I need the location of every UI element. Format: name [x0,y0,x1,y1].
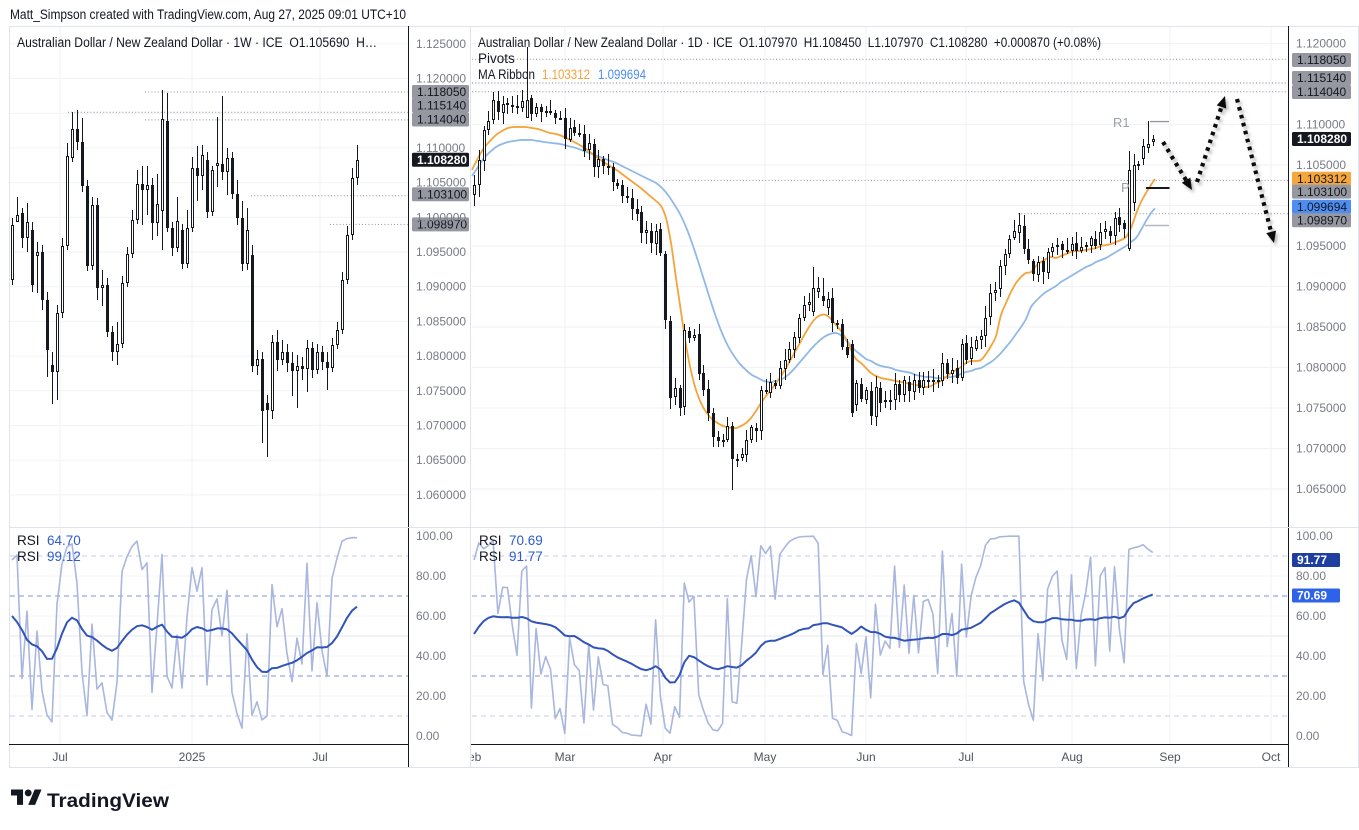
svg-text:Jun: Jun [856,750,875,764]
svg-text:40.00: 40.00 [1296,649,1326,663]
svg-text:1.090000: 1.090000 [1296,280,1346,294]
svg-text:May: May [754,750,777,764]
svg-text:1.100000: 1.100000 [416,210,466,224]
svg-text:1.075000: 1.075000 [1296,401,1346,415]
svg-text:Matt_Simpson created with Trad: Matt_Simpson created with TradingView.co… [10,7,406,22]
svg-text:Apr: Apr [654,750,673,764]
svg-text:1.120000: 1.120000 [416,72,466,86]
svg-text:1.115140: 1.115140 [417,99,466,113]
svg-text:60.00: 60.00 [416,609,446,623]
svg-text:1.080000: 1.080000 [1296,361,1346,375]
svg-text:RSI 70.69: RSI 70.69 [479,533,543,548]
svg-text:1.085000: 1.085000 [1296,320,1346,334]
svg-text:RSI 91.77: RSI 91.77 [479,549,543,564]
svg-text:1.095000: 1.095000 [1296,239,1346,253]
svg-text:1.060000: 1.060000 [416,488,466,502]
svg-text:100.00: 100.00 [416,529,453,543]
svg-text:P: P [1121,180,1130,195]
svg-text:RSI 99.12: RSI 99.12 [17,549,81,564]
svg-text:R1: R1 [1113,115,1130,130]
svg-text:100.00: 100.00 [1296,529,1333,543]
svg-text:1.065000: 1.065000 [1296,482,1346,496]
svg-text:1.110000: 1.110000 [1296,118,1345,132]
svg-text:1.103100: 1.103100 [1297,185,1347,199]
svg-text:1.090000: 1.090000 [416,280,466,294]
svg-text:1.070000: 1.070000 [416,419,466,433]
svg-text:1.110000: 1.110000 [416,141,465,155]
svg-text:1.125000: 1.125000 [416,37,466,51]
svg-text:1.065000: 1.065000 [416,453,466,467]
svg-text:RSI 64.70: RSI 64.70 [17,533,81,548]
svg-text:1.099694: 1.099694 [598,67,646,82]
svg-text:1.114040: 1.114040 [1297,85,1346,99]
svg-text:Sep: Sep [1159,750,1181,764]
svg-text:TradingView: TradingView [47,790,170,812]
svg-text:Jul: Jul [958,750,973,764]
svg-text:1.099694: 1.099694 [1297,200,1347,214]
svg-text:1.118050: 1.118050 [417,85,466,99]
svg-text:1.075000: 1.075000 [416,384,466,398]
svg-text:Mar: Mar [555,750,576,764]
svg-text:60.00: 60.00 [1296,609,1326,623]
svg-text:1.105000: 1.105000 [1296,158,1346,172]
svg-text:1.115140: 1.115140 [1297,71,1346,85]
svg-text:40.00: 40.00 [416,649,446,663]
svg-text:Pivots: Pivots [478,51,515,66]
svg-text:70.69: 70.69 [1297,589,1327,603]
svg-text:80.00: 80.00 [1296,569,1326,583]
svg-text:1.098970: 1.098970 [417,218,467,232]
svg-text:1.070000: 1.070000 [1296,442,1346,456]
svg-text:1.118050: 1.118050 [1297,53,1346,67]
svg-text:1.085000: 1.085000 [416,314,466,328]
svg-text:Jul: Jul [52,750,67,764]
svg-text:1.103312: 1.103312 [542,67,590,82]
svg-text:20.00: 20.00 [416,689,446,703]
svg-text:Aug: Aug [1061,750,1082,764]
svg-text:80.00: 80.00 [416,569,446,583]
svg-text:20.00: 20.00 [1296,689,1326,703]
svg-text:1.095000: 1.095000 [416,245,466,259]
svg-text:Feb: Feb [461,750,482,764]
svg-text:91.77: 91.77 [1297,553,1327,567]
svg-text:1.080000: 1.080000 [416,349,466,363]
svg-text:1.108280: 1.108280 [1297,132,1347,146]
svg-text:1.103100: 1.103100 [417,188,467,202]
svg-text:0.00: 0.00 [1296,729,1320,743]
svg-text:1.108280: 1.108280 [417,153,467,167]
svg-text:2025: 2025 [179,750,206,764]
svg-text:1.114040: 1.114040 [417,113,466,127]
svg-text:Jul: Jul [312,750,327,764]
svg-text:1.120000: 1.120000 [1296,37,1346,51]
svg-text:1.105000: 1.105000 [416,176,466,190]
svg-text:1.098970: 1.098970 [1297,214,1347,228]
svg-text:MA Ribbon: MA Ribbon [478,67,535,82]
svg-text:0.00: 0.00 [416,729,440,743]
svg-text:Oct: Oct [1262,750,1281,764]
svg-text:Australian Dollar / New Zealan: Australian Dollar / New Zealand Dollar ·… [478,35,1101,50]
svg-text:1.103312: 1.103312 [1297,172,1347,186]
svg-text:Australian Dollar / New Zealan: Australian Dollar / New Zealand Dollar ·… [17,35,377,50]
